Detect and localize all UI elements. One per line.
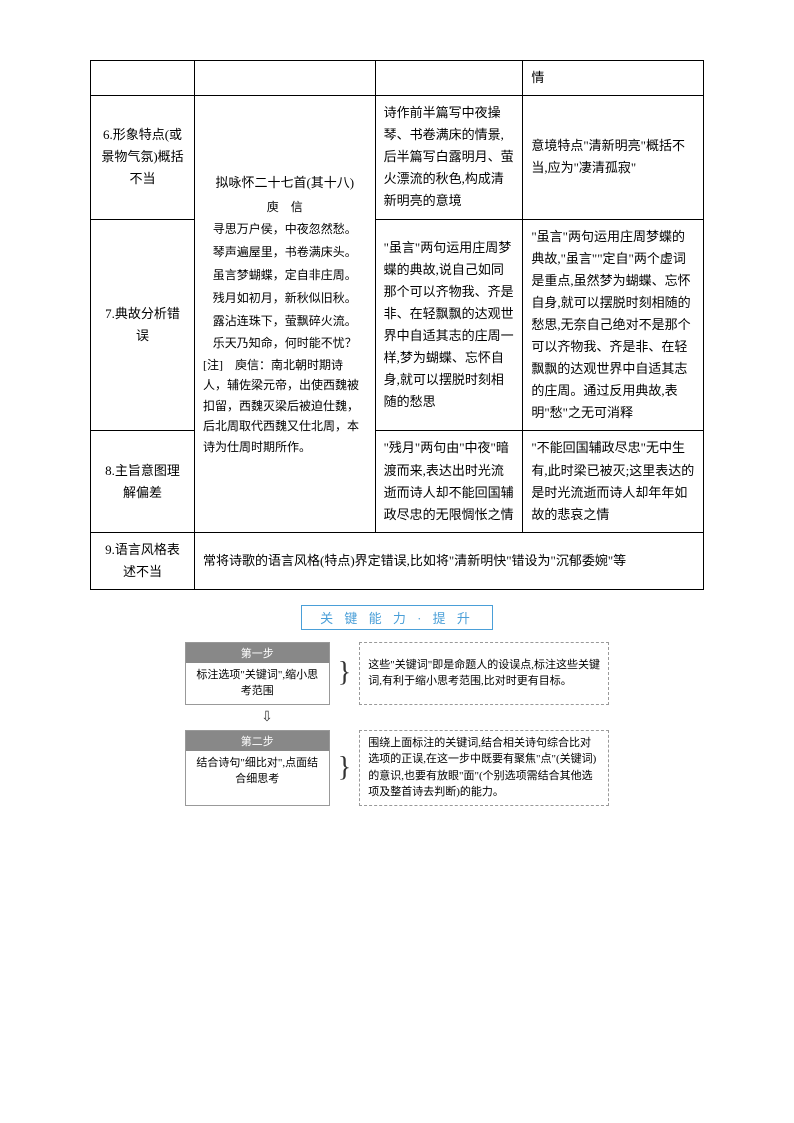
step-left-box: 第一步 标注选项"关键词",缩小思考范围: [185, 642, 330, 705]
table-row: 6.形象特点(或景物气氛)概括不当 拟咏怀二十七首(其十八) 庾 信 寻思万户侯…: [91, 96, 704, 219]
step-right-box: 围绕上面标注的关键词,结合相关诗句综合比对选项的正误,在这一步中既要有聚焦"点"…: [359, 730, 609, 806]
cell-label: 8.主旨意图理解偏差: [91, 431, 195, 532]
step-row: 第一步 标注选项"关键词",缩小思考范围 } 这些"关键词"即是命题人的设误点,…: [185, 642, 609, 705]
step-left-text: 结合诗句"细比对",点面结合细思考: [186, 751, 329, 792]
content-table: 情 6.形象特点(或景物气氛)概括不当 拟咏怀二十七首(其十八) 庾 信 寻思万…: [90, 60, 704, 590]
cell: 诗作前半篇写中夜操琴、书卷满床的情景,后半篇写白露明月、萤火漂流的秋色,构成清新…: [375, 96, 523, 219]
step-left-text: 标注选项"关键词",缩小思考范围: [186, 663, 329, 704]
step-right-box: 这些"关键词"即是命题人的设误点,标注这些关键词,有利于缩小思考范围,比对时更有…: [359, 642, 609, 705]
cell: "残月"两句由"中夜"暗渡而来,表达出时光流逝而诗人却不能回国辅政尽忠的无限惆怅…: [375, 431, 523, 532]
table-row: 情: [91, 61, 704, 96]
step-row: 第二步 结合诗句"细比对",点面结合细思考 } 围绕上面标注的关键词,结合相关诗…: [185, 730, 609, 806]
cell: [375, 61, 523, 96]
cell: "虽言"两句运用庄周梦蝶的典故,"虽言""定自"两个虚词是重点,虽然梦为蝴蝶、忘…: [523, 219, 704, 431]
step-badge: 第一步: [186, 643, 329, 663]
table-row: 9.语言风格表述不当 常将诗歌的语言风格(特点)界定错误,比如将"清新明快"错设…: [91, 532, 704, 589]
cell-merged: 常将诗歌的语言风格(特点)界定错误,比如将"清新明快"错设为"沉郁委婉"等: [194, 532, 703, 589]
table-row: 7.典故分析错误 "虽言"两句运用庄周梦蝶的典故,说自己如同那个可以齐物我、齐是…: [91, 219, 704, 431]
cell: [91, 61, 195, 96]
poem-note: [注] 庾信：南北朝时期诗人，辅佐梁元帝，出使西魏被扣留，西魏灭梁后被迫仕魏，后…: [203, 355, 367, 457]
poem-line: 乐天乃知命，何时能不忧？: [203, 332, 367, 355]
arrow-down-icon: ⇩: [261, 709, 273, 726]
brace-icon: }: [338, 730, 351, 806]
poem-line: 露沾连珠下，萤飘碎火流。: [203, 310, 367, 333]
poem-line: 琴声遍屋里，书卷满床头。: [203, 241, 367, 264]
cell: 意境特点"清新明亮"概括不当,应为"凄清孤寂": [523, 96, 704, 219]
step-left-box: 第二步 结合诗句"细比对",点面结合细思考: [185, 730, 330, 806]
cell-label: 7.典故分析错误: [91, 219, 195, 431]
table-row: 8.主旨意图理解偏差 "残月"两句由"中夜"暗渡而来,表达出时光流逝而诗人却不能…: [91, 431, 704, 532]
cell: "虽言"两句运用庄周梦蝶的典故,说自己如同那个可以齐物我、齐是非、在轻飘飘的达观…: [375, 219, 523, 431]
brace-icon: }: [338, 642, 351, 705]
poem-title: 拟咏怀二十七首(其十八): [203, 171, 367, 196]
cell: "不能回国辅政尽忠"无中生有,此时梁已被灭;这里表达的是时光流逝而诗人却年年如故…: [523, 431, 704, 532]
poem-line: 寻思万户侯，中夜忽然愁。: [203, 218, 367, 241]
poem-cell: 拟咏怀二十七首(其十八) 庾 信 寻思万户侯，中夜忽然愁。 琴声遍屋里，书卷满床…: [194, 96, 375, 533]
cell: [194, 61, 375, 96]
poem-line: 虽言梦蝴蝶，定自非庄周。: [203, 264, 367, 287]
step-badge: 第二步: [186, 731, 329, 751]
cell-label: 9.语言风格表述不当: [91, 532, 195, 589]
steps-diagram: 第一步 标注选项"关键词",缩小思考范围 } 这些"关键词"即是命题人的设误点,…: [90, 642, 704, 806]
cell: 情: [523, 61, 704, 96]
poem-line: 残月如初月，新秋似旧秋。: [203, 287, 367, 310]
poem-author: 庾 信: [203, 196, 367, 219]
section-label-text: 关 键 能 力 · 提 升: [301, 605, 493, 630]
cell-label: 6.形象特点(或景物气氛)概括不当: [91, 96, 195, 219]
section-label: 关 键 能 力 · 提 升: [90, 605, 704, 630]
